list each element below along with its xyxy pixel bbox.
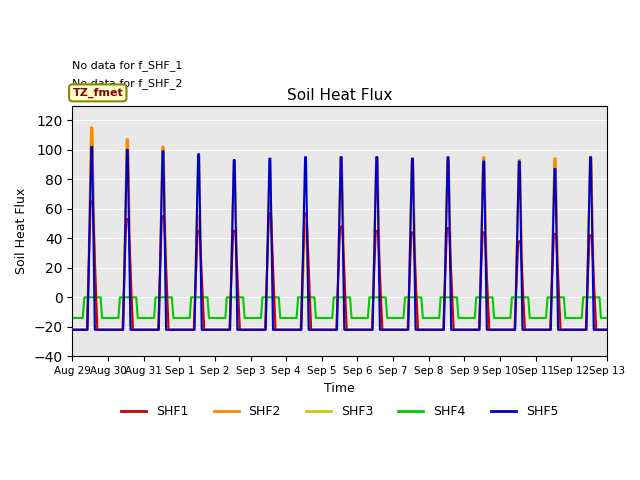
SHF2 — [401, 327, 409, 333]
SHF4 — [603, 315, 611, 321]
SHF5 — [68, 327, 76, 333]
SHF3 — [218, 327, 226, 333]
SHF5 — [392, 327, 399, 333]
SHF4 — [68, 315, 76, 321]
Y-axis label: Soil Heat Flux: Soil Heat Flux — [15, 188, 28, 274]
Line: SHF2: SHF2 — [72, 128, 607, 330]
SHF1 — [218, 327, 226, 333]
SHF4 — [401, 294, 409, 300]
SHF1 — [392, 327, 399, 333]
SHF3 — [183, 327, 191, 333]
SHF4 — [392, 315, 399, 321]
SHF5 — [603, 327, 611, 333]
SHF1 — [68, 327, 76, 333]
X-axis label: Time: Time — [324, 382, 355, 395]
SHF2 — [68, 327, 76, 333]
SHF2 — [603, 327, 611, 333]
SHF2 — [87, 125, 95, 131]
Line: SHF4: SHF4 — [72, 297, 607, 318]
SHF1 — [401, 327, 409, 333]
SHF2 — [392, 327, 399, 333]
Line: SHF1: SHF1 — [72, 202, 607, 330]
SHF5 — [401, 327, 409, 333]
Text: No data for f_SHF_2: No data for f_SHF_2 — [72, 78, 183, 89]
Legend: SHF1, SHF2, SHF3, SHF4, SHF5: SHF1, SHF2, SHF3, SHF4, SHF5 — [116, 400, 563, 423]
Title: Soil Heat Flux: Soil Heat Flux — [287, 88, 392, 103]
Text: No data for f_SHF_1: No data for f_SHF_1 — [72, 60, 183, 72]
Line: SHF3: SHF3 — [72, 128, 607, 330]
SHF4 — [603, 315, 611, 321]
SHF1 — [87, 199, 95, 204]
SHF5 — [88, 144, 95, 150]
SHF4 — [552, 294, 560, 300]
SHF2 — [552, 180, 560, 186]
Line: SHF5: SHF5 — [72, 147, 607, 330]
SHF1 — [603, 327, 611, 333]
SHF4 — [183, 315, 191, 321]
SHF3 — [392, 327, 399, 333]
SHF2 — [183, 327, 191, 333]
Text: TZ_fmet: TZ_fmet — [72, 88, 123, 98]
SHF1 — [603, 327, 611, 333]
SHF3 — [88, 125, 95, 131]
SHF4 — [218, 315, 226, 321]
SHF3 — [401, 327, 409, 333]
SHF4 — [81, 294, 88, 300]
SHF1 — [183, 327, 191, 333]
SHF1 — [552, 233, 560, 239]
SHF5 — [603, 327, 611, 333]
SHF3 — [603, 327, 611, 333]
SHF5 — [183, 327, 191, 333]
SHF2 — [218, 327, 226, 333]
SHF5 — [218, 327, 226, 333]
SHF3 — [68, 327, 76, 333]
SHF2 — [603, 327, 611, 333]
SHF3 — [603, 327, 611, 333]
SHF3 — [552, 191, 560, 196]
SHF5 — [552, 211, 560, 216]
